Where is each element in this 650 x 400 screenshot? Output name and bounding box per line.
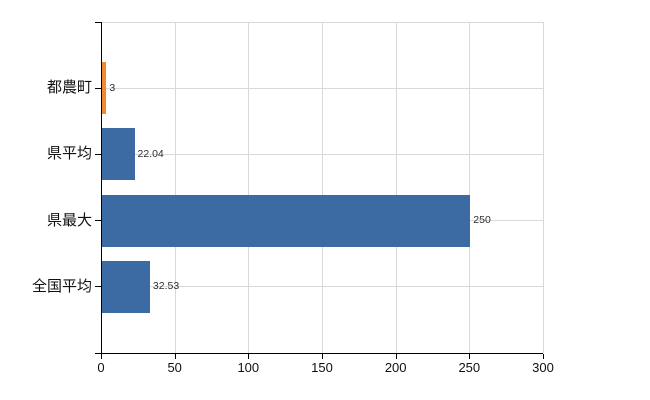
bar-value-label: 22.04 bbox=[137, 147, 164, 160]
x-tick bbox=[248, 354, 250, 359]
x-tick bbox=[322, 354, 323, 359]
grid-line-h bbox=[101, 22, 543, 23]
grid-line-v bbox=[469, 22, 471, 353]
y-tick bbox=[95, 286, 101, 288]
y-tick bbox=[95, 153, 101, 155]
x-tick bbox=[543, 354, 544, 359]
grid-line-v bbox=[395, 22, 397, 353]
bar bbox=[102, 260, 150, 313]
grid-line-h bbox=[102, 87, 543, 89]
x-tick-label: 300 bbox=[532, 360, 554, 375]
x-tick-label: 50 bbox=[167, 360, 182, 375]
x-tick-label: 200 bbox=[384, 360, 407, 375]
x-tick bbox=[174, 354, 176, 359]
grid-line-v bbox=[322, 22, 323, 353]
grid-line-h bbox=[102, 286, 543, 288]
grid-line-h bbox=[102, 153, 543, 155]
category-label: 県最大 bbox=[46, 211, 92, 229]
y-tick bbox=[95, 220, 101, 222]
category-label: 全国平均 bbox=[31, 277, 92, 295]
bar bbox=[102, 194, 471, 247]
category-label: 県平均 bbox=[46, 145, 92, 163]
bar-value-label: 250 bbox=[473, 214, 491, 227]
bar bbox=[102, 128, 135, 181]
x-axis bbox=[95, 353, 543, 355]
x-tick-label: 150 bbox=[311, 360, 333, 375]
grid-line-v bbox=[248, 22, 250, 353]
y-axis bbox=[101, 22, 103, 354]
y-tick bbox=[95, 87, 101, 89]
grid-line-v bbox=[543, 22, 544, 353]
y-tick bbox=[95, 22, 101, 23]
x-tick bbox=[101, 354, 102, 359]
bar-value-label: 32.53 bbox=[152, 280, 180, 293]
grid-line-v bbox=[174, 22, 176, 353]
x-tick bbox=[469, 354, 471, 359]
x-tick-label: 100 bbox=[237, 360, 260, 375]
bar-value-label: 3 bbox=[109, 81, 116, 94]
x-tick-label: 250 bbox=[458, 360, 481, 375]
category-label: 都農町 bbox=[46, 79, 92, 97]
x-tick-label: 0 bbox=[97, 360, 105, 375]
bar bbox=[102, 62, 107, 115]
x-tick bbox=[395, 354, 397, 359]
